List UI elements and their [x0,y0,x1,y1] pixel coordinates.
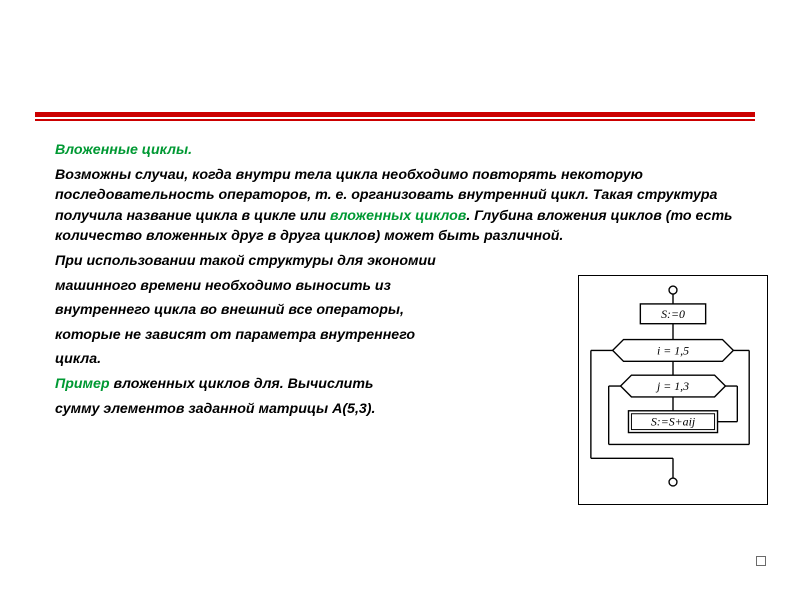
paragraph-1: Возможны случаи, когда внутри тела цикла… [55,165,745,247]
paragraph-4: внутреннего цикла во внешний все операто… [55,300,535,321]
title-divider [35,112,755,120]
section-title: Вложенные циклы. [55,142,192,158]
paragraph-2: При использовании такой структуры для эк… [55,251,535,272]
flowchart: S:=0 i = 1,5 j = 1,3 S:=S+aij [578,275,768,505]
term-nested-loops: вложенных циклов [330,208,466,224]
paragraph-6: цикла. [55,349,535,370]
svg-text:S:=0: S:=0 [661,307,685,321]
example-label: Пример [55,376,110,392]
svg-text:S:=S+aij: S:=S+aij [651,415,695,429]
paragraph-5: которые не зависят от параметра внутренн… [55,325,535,346]
slide: Вложенные циклы. Возможны случаи, когда … [0,0,800,600]
paragraph-7: Пример вложенных циклов для. Вычислить [55,374,535,395]
svg-text:i = 1,5: i = 1,5 [657,343,689,357]
resize-handle-icon [756,556,766,566]
paragraph-8: сумму элементов заданной матрицы A(5,3). [55,399,535,420]
paragraph-3: машинного времени необходимо выносить из [55,276,535,297]
svg-text:j = 1,3: j = 1,3 [655,379,689,393]
flowchart-svg: S:=0 i = 1,5 j = 1,3 S:=S+aij [579,276,767,504]
